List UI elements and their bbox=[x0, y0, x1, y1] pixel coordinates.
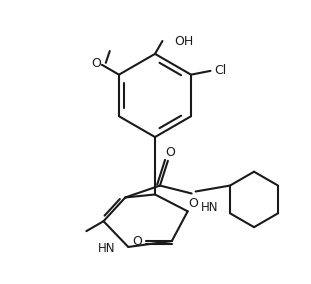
Text: HN: HN bbox=[98, 243, 115, 255]
Text: O: O bbox=[189, 197, 198, 210]
Text: O: O bbox=[91, 57, 101, 70]
Text: Cl: Cl bbox=[214, 64, 226, 77]
Text: O: O bbox=[132, 235, 142, 248]
Text: OH: OH bbox=[174, 35, 193, 47]
Text: HN: HN bbox=[201, 201, 218, 214]
Text: O: O bbox=[165, 146, 175, 159]
